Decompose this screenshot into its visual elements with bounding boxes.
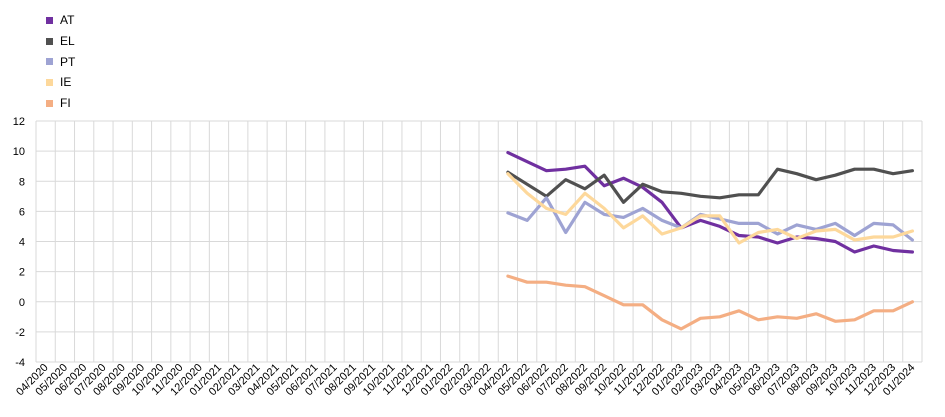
y-tick-label: 6 (19, 206, 25, 218)
legend-label: EL (60, 34, 75, 49)
y-tick-label: -4 (15, 357, 25, 369)
legend-label: PT (60, 54, 76, 69)
series-line-el (506, 167, 914, 204)
legend-label: IE (60, 75, 72, 90)
legend-swatch (46, 16, 53, 24)
legend-swatch (46, 37, 53, 45)
legend-swatch (46, 99, 53, 107)
legend-item-at: AT (46, 10, 75, 31)
legend-label: AT (60, 13, 75, 28)
series-line-at (506, 151, 914, 254)
legend-item-ie: IE (46, 72, 75, 93)
y-tick-label: 8 (19, 176, 25, 188)
series-line-ie (506, 172, 914, 245)
y-tick-label: 10 (13, 146, 25, 158)
chart-legend: AT EL PT IE FI (46, 10, 75, 113)
legend-label: FI (60, 96, 71, 111)
y-tick-label: 2 (19, 267, 25, 279)
legend-item-fi: FI (46, 93, 75, 114)
y-tick-label: 0 (19, 297, 25, 309)
legend-swatch (46, 78, 53, 86)
y-tick-label: -2 (15, 327, 25, 339)
legend-item-el: EL (46, 31, 75, 52)
y-tick-label: 12 (13, 116, 25, 128)
y-tick-label: 4 (19, 237, 25, 249)
legend-swatch (46, 58, 53, 66)
legend-item-pt: PT (46, 51, 75, 72)
series-line-fi (506, 274, 914, 331)
